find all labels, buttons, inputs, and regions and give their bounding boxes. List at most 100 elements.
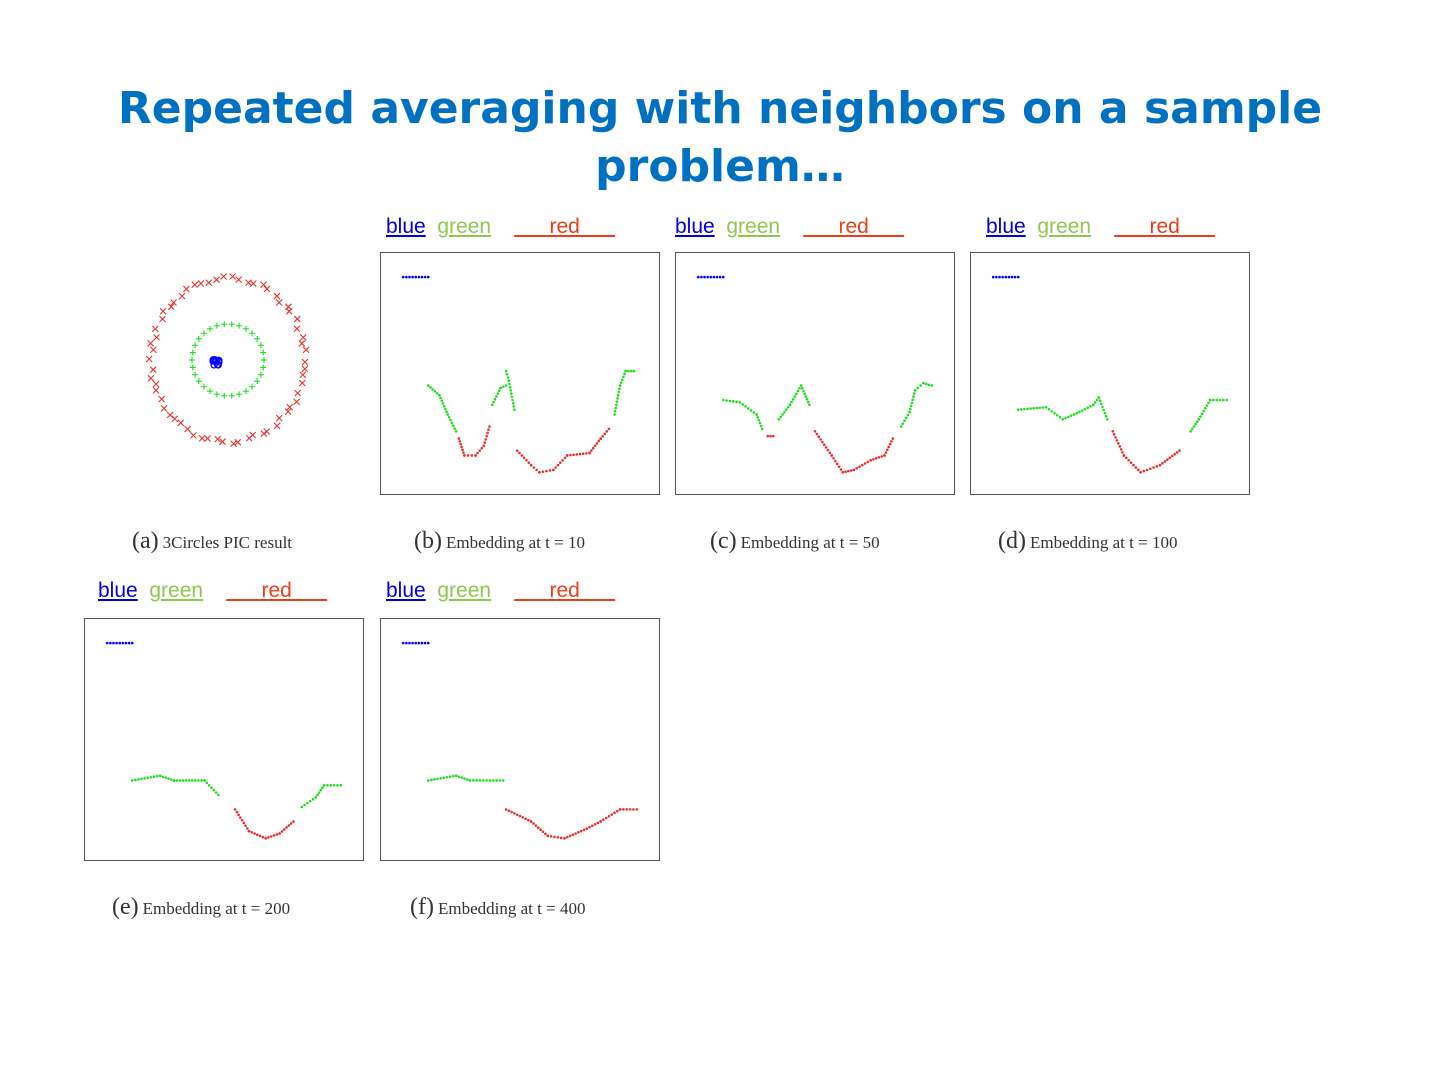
legend-green-link[interactable]: green <box>437 215 492 238</box>
point-red <box>552 468 555 472</box>
point-green <box>616 393 620 397</box>
point-blue <box>130 641 134 645</box>
point-blue <box>112 641 115 645</box>
point-blue <box>401 641 405 645</box>
point-blue <box>696 275 700 279</box>
legend-red-link[interactable]: ___red___ <box>1114 215 1215 238</box>
point-red <box>235 810 239 814</box>
legend-blue-link[interactable]: blue <box>386 215 426 238</box>
legend-e: blue green ___red___ <box>98 579 327 603</box>
point-red <box>264 837 267 840</box>
legend-blue-link[interactable]: blue <box>986 215 1026 238</box>
point-green <box>243 325 249 332</box>
legend-b: blue green ___red___ <box>386 215 615 239</box>
plot-d <box>970 252 1250 495</box>
point-green <box>622 375 625 379</box>
point-green <box>1089 404 1092 408</box>
point-red <box>891 437 895 440</box>
caption-c: (c) Embedding at t = 50 <box>710 528 880 555</box>
point-red <box>527 818 530 822</box>
point-blue <box>426 275 430 279</box>
point-red <box>485 434 488 438</box>
point-red <box>601 434 605 438</box>
legend-red-link[interactable]: ___red___ <box>514 215 615 238</box>
point-green <box>260 364 267 371</box>
point-blue <box>408 275 411 279</box>
point-red <box>1121 451 1124 454</box>
point-blue <box>105 641 109 645</box>
point-red <box>515 449 519 452</box>
legend-red-link[interactable]: ___red___ <box>514 579 615 602</box>
point-green <box>1225 398 1229 402</box>
point-red <box>285 826 288 829</box>
legend-red-link[interactable]: ___red___ <box>803 215 904 238</box>
point-red <box>839 468 843 471</box>
point-blue <box>706 275 709 279</box>
slide-title: Repeated averaging with neighbors on a s… <box>117 83 1323 192</box>
point-red <box>177 419 185 427</box>
point-green <box>632 369 636 373</box>
point-red <box>298 379 306 387</box>
point-green <box>213 391 220 398</box>
point-red <box>510 810 513 814</box>
point-red <box>538 471 541 474</box>
point-green <box>511 401 515 405</box>
point-red <box>263 285 271 293</box>
legend-blue-link[interactable]: blue <box>675 215 715 238</box>
point-red <box>240 818 244 822</box>
point-green <box>332 783 336 787</box>
point-green <box>261 357 267 363</box>
point-red <box>1139 471 1142 474</box>
legend-blue-link[interactable]: blue <box>98 579 138 602</box>
legend-green-link[interactable]: green <box>149 579 204 602</box>
point-green <box>759 424 763 428</box>
point-green <box>329 783 333 787</box>
point-red <box>835 462 839 466</box>
point-green <box>899 425 903 428</box>
caption-letter: (c) <box>710 528 737 554</box>
point-green <box>615 403 618 407</box>
caption-text: Embedding at t = 200 <box>142 899 291 918</box>
point-red <box>245 434 253 442</box>
plot-b-canvas <box>401 275 636 474</box>
point-green <box>779 415 783 419</box>
point-green <box>149 775 153 779</box>
point-blue <box>405 641 408 645</box>
point-red <box>461 448 464 452</box>
point-green <box>207 388 213 395</box>
point-green <box>195 378 202 385</box>
point-green <box>1199 415 1202 418</box>
legend-red-link[interactable]: ___red___ <box>226 579 327 602</box>
point-red <box>1158 463 1162 467</box>
point-green <box>1041 406 1045 409</box>
point-green <box>451 774 455 778</box>
point-green <box>799 384 803 387</box>
point-red <box>458 440 462 443</box>
point-red <box>1132 463 1135 467</box>
point-red <box>1118 445 1122 448</box>
point-blue <box>995 275 998 279</box>
point-green <box>906 413 910 417</box>
point-green <box>210 786 213 789</box>
legend-blue-link[interactable]: blue <box>386 579 426 602</box>
legend-green-link[interactable]: green <box>437 579 492 602</box>
point-blue <box>420 641 424 645</box>
point-red <box>159 315 166 323</box>
legend-green-link[interactable]: green <box>1037 215 1092 238</box>
point-green <box>504 384 508 387</box>
point-red <box>293 315 301 323</box>
point-green <box>314 796 318 799</box>
point-red <box>484 438 488 441</box>
point-green <box>1098 399 1102 402</box>
point-red <box>1175 451 1179 454</box>
point-green <box>619 381 623 384</box>
legend-green-link[interactable]: green <box>726 215 781 238</box>
point-red <box>220 273 228 280</box>
point-red <box>822 443 826 447</box>
plot-f <box>380 618 660 861</box>
point-green <box>306 801 309 805</box>
point-green <box>513 408 516 411</box>
legend-c: blue green ___red___ <box>675 215 904 239</box>
point-green <box>164 776 167 779</box>
point-red <box>524 817 527 821</box>
